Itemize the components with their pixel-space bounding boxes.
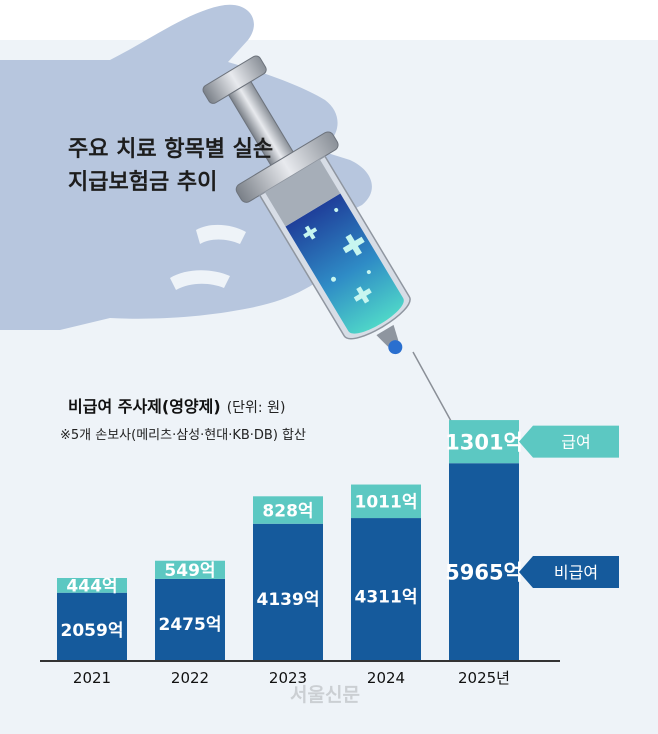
x-tick-label: 2025년 — [458, 669, 510, 687]
source-note: ※5개 손보사(메리츠·삼성·현대·KB·DB) 합산 — [60, 428, 306, 443]
bar-covered — [155, 560, 225, 579]
bar-label-non-covered: 5965억 — [445, 560, 523, 584]
legend-label-non-covered: 비급여 — [554, 563, 598, 582]
bar-non-covered — [351, 518, 421, 661]
bar-covered — [449, 420, 519, 464]
legend-pointer-non-covered — [519, 555, 533, 588]
subtitle-text: 비급여 주사제(영양제) — [68, 397, 221, 416]
legend-box-non-covered — [533, 555, 619, 588]
legend-label-covered: 급여 — [561, 433, 590, 452]
bar-label-covered: 1011억 — [355, 493, 418, 513]
bar-label-non-covered: 2475억 — [159, 615, 222, 635]
bar-label-covered: 444억 — [66, 577, 117, 597]
bar-label-non-covered: 2059억 — [61, 621, 124, 641]
bar-label-non-covered: 4139억 — [257, 590, 320, 610]
bar-non-covered — [57, 592, 127, 661]
watermark: 서울신문 — [290, 684, 360, 706]
x-tick-label: 2021 — [73, 669, 111, 687]
bar-non-covered — [449, 463, 519, 661]
bar-covered — [57, 578, 127, 593]
hand-shape — [0, 4, 372, 331]
chart-headline: 주요 치료 항목별 실손 지급보험금 추이 — [68, 137, 274, 195]
chart-subtitle: 비급여 주사제(영양제) (단위: 원) — [68, 393, 285, 417]
bar-label-covered: 549억 — [164, 561, 215, 581]
bar-non-covered — [253, 523, 323, 661]
legend-box-covered — [533, 425, 619, 458]
bar-non-covered — [155, 578, 225, 661]
legend-pointer-covered — [519, 425, 533, 458]
x-tick-label: 2024 — [367, 669, 405, 687]
x-tick-label: 2022 — [171, 669, 209, 687]
bar-covered — [253, 496, 323, 524]
bar-label-non-covered: 4311억 — [355, 588, 418, 608]
bar-covered — [351, 484, 421, 519]
unit-label: (단위: 원) — [226, 400, 286, 416]
bar-label-covered: 828억 — [262, 501, 313, 521]
x-tick-label: 2023 — [269, 669, 307, 687]
bar-label-covered: 1301억 — [445, 430, 523, 454]
